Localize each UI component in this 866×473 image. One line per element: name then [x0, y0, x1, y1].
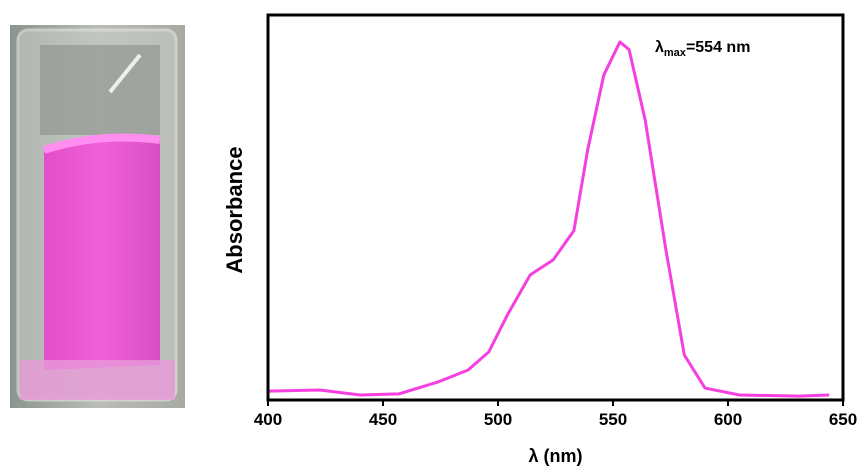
cuvette-photo	[10, 25, 185, 408]
annotation-symbol: λ	[655, 39, 664, 56]
x-tick-label: 600	[714, 410, 742, 429]
plot: 400 450 500 550 600 650 λ (nm) Absorbance λmax=5…	[222, 13, 857, 466]
y-axis-label: Absorbance	[222, 146, 247, 273]
annotation: λmax=554 nm	[655, 39, 750, 59]
x-tick-label: 450	[369, 410, 397, 429]
x-tick-label: 400	[254, 410, 282, 429]
plot-frame	[266, 13, 845, 402]
x-tick-label: 500	[484, 410, 512, 429]
x-tick-label: 550	[599, 410, 627, 429]
spectrum-line	[267, 40, 830, 398]
annotation-subscript: max	[664, 47, 687, 59]
annotation-value: =554 nm	[686, 39, 750, 56]
x-axis-label: λ (nm)	[529, 446, 583, 466]
x-tick-label: 650	[829, 410, 857, 429]
